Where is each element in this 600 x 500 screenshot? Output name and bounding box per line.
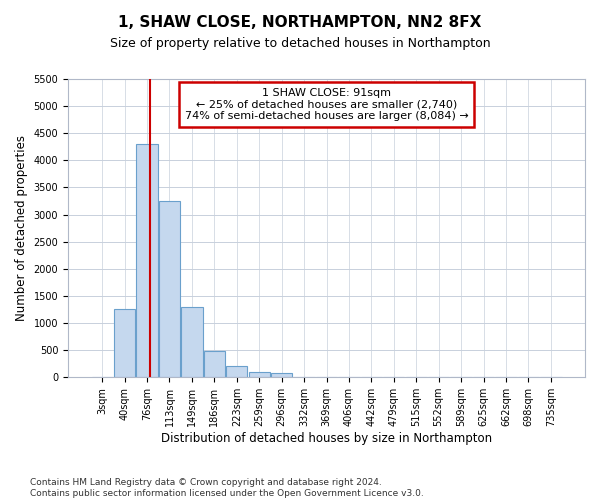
X-axis label: Distribution of detached houses by size in Northampton: Distribution of detached houses by size … — [161, 432, 492, 445]
Text: 1 SHAW CLOSE: 91sqm
← 25% of detached houses are smaller (2,740)
74% of semi-det: 1 SHAW CLOSE: 91sqm ← 25% of detached ho… — [185, 88, 469, 121]
Bar — [226, 366, 247, 377]
Text: Size of property relative to detached houses in Northampton: Size of property relative to detached ho… — [110, 38, 490, 51]
Text: 1, SHAW CLOSE, NORTHAMPTON, NN2 8FX: 1, SHAW CLOSE, NORTHAMPTON, NN2 8FX — [118, 15, 482, 30]
Bar — [114, 310, 135, 377]
Bar — [248, 372, 270, 377]
Bar — [271, 373, 292, 377]
Bar — [203, 350, 225, 377]
Bar — [181, 306, 203, 377]
Text: Contains HM Land Registry data © Crown copyright and database right 2024.
Contai: Contains HM Land Registry data © Crown c… — [30, 478, 424, 498]
Bar — [136, 144, 158, 377]
Y-axis label: Number of detached properties: Number of detached properties — [15, 135, 28, 321]
Bar — [159, 201, 180, 377]
